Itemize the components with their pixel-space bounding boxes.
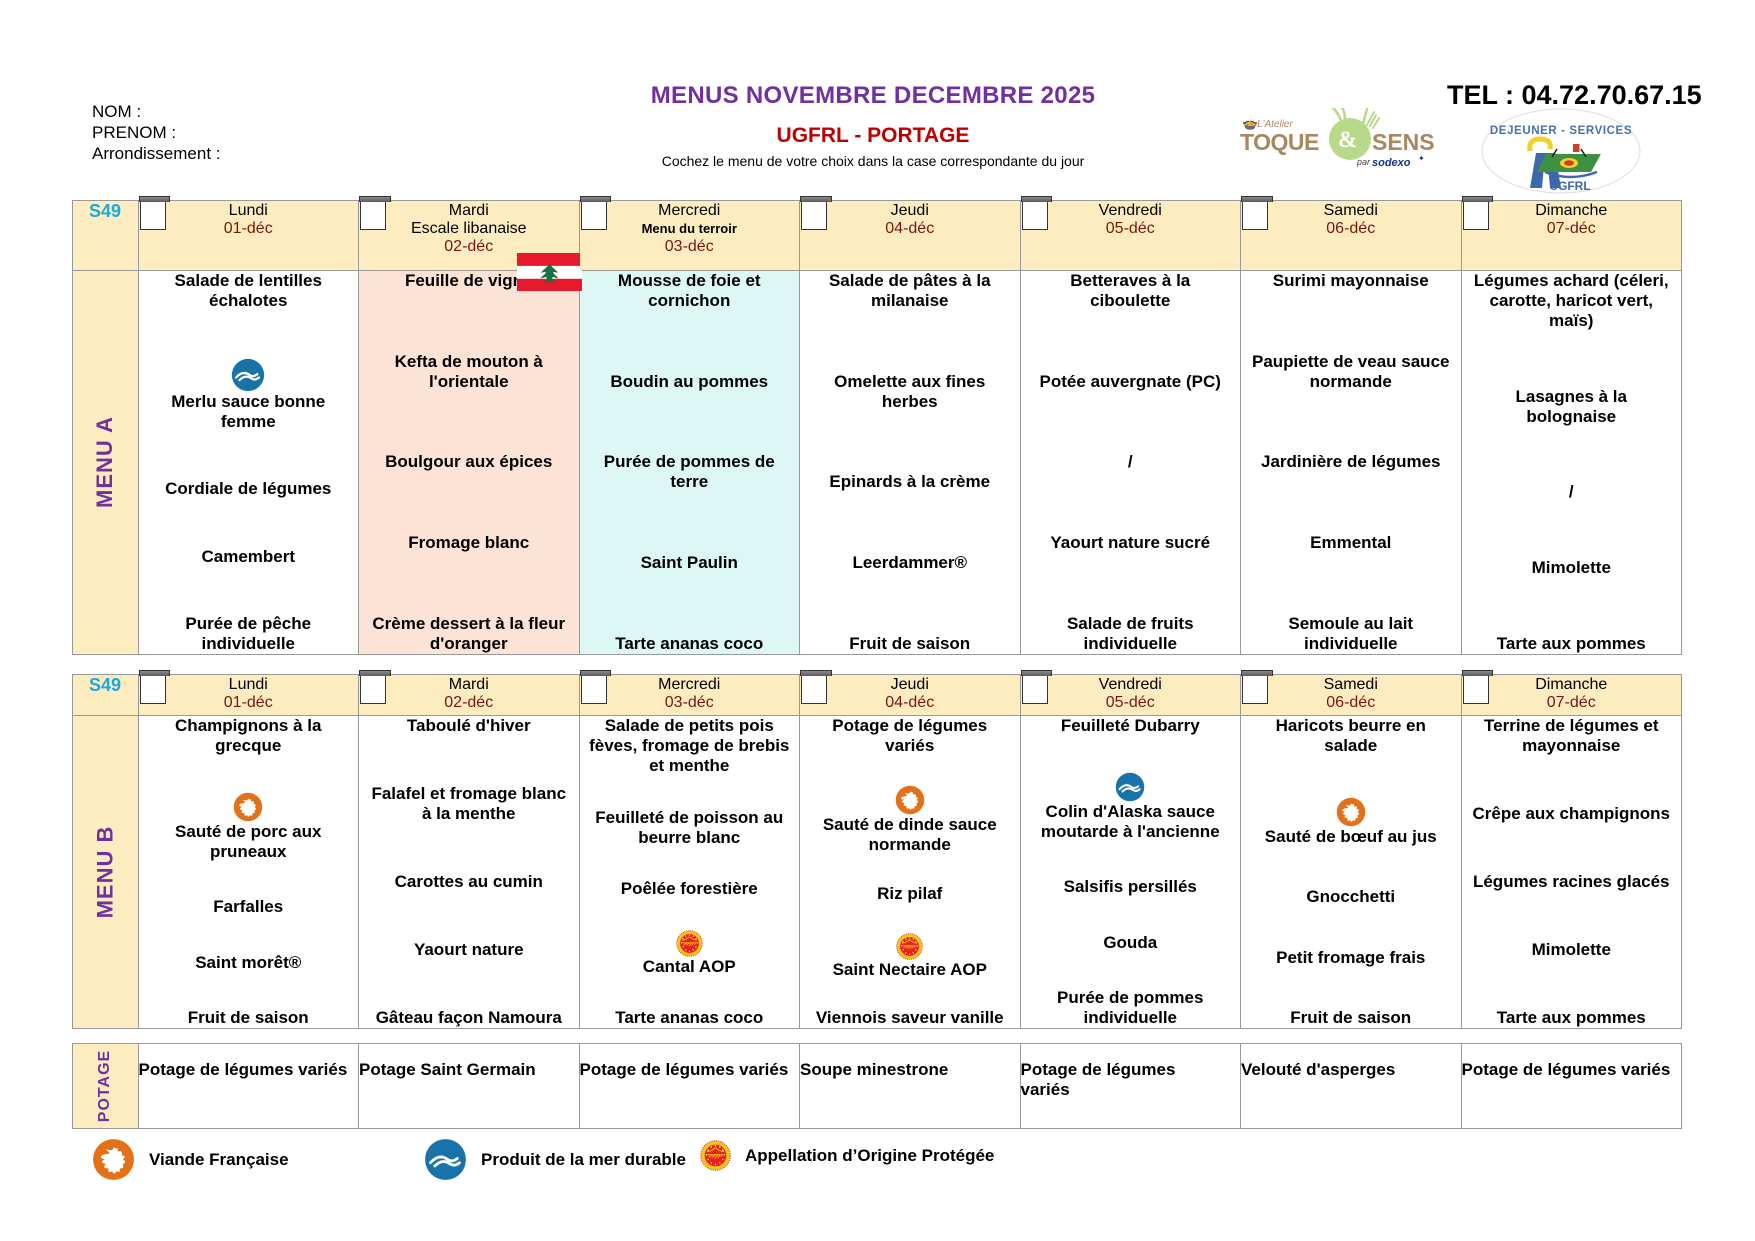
svg-text:par: par — [1356, 157, 1371, 167]
svg-text:✦: ✦ — [1418, 154, 1425, 163]
svg-text:UGFRL: UGFRL — [1549, 179, 1590, 193]
svg-text:&: & — [1338, 127, 1357, 152]
svg-text:DEJEUNER - SERVICES: DEJEUNER - SERVICES — [1490, 125, 1632, 137]
svg-text:sodexo: sodexo — [1372, 157, 1411, 169]
svg-text:TOQUE: TOQUE — [1240, 129, 1319, 155]
svg-text:SENS: SENS — [1372, 129, 1435, 155]
